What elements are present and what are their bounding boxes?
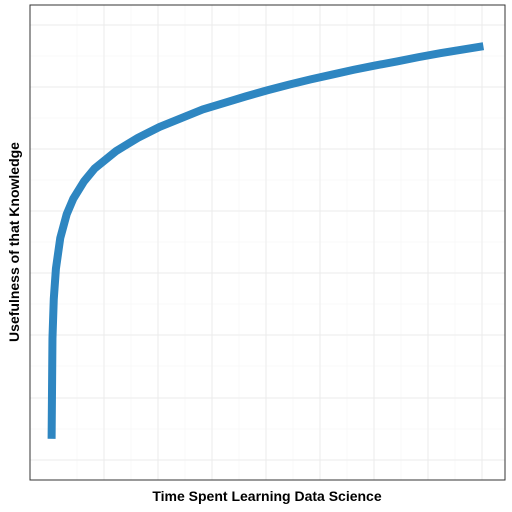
minor-gridlines (30, 5, 505, 480)
series-line-0 (47, 42, 485, 439)
major-gridlines (30, 5, 505, 480)
series-layer (47, 42, 485, 439)
y-axis-title: Usefulness of that Knowledge (6, 142, 22, 342)
plot-panel-border (29, 4, 506, 481)
x-axis-title: Time Spent Learning Data Science (152, 488, 381, 504)
plot-background (30, 5, 505, 480)
